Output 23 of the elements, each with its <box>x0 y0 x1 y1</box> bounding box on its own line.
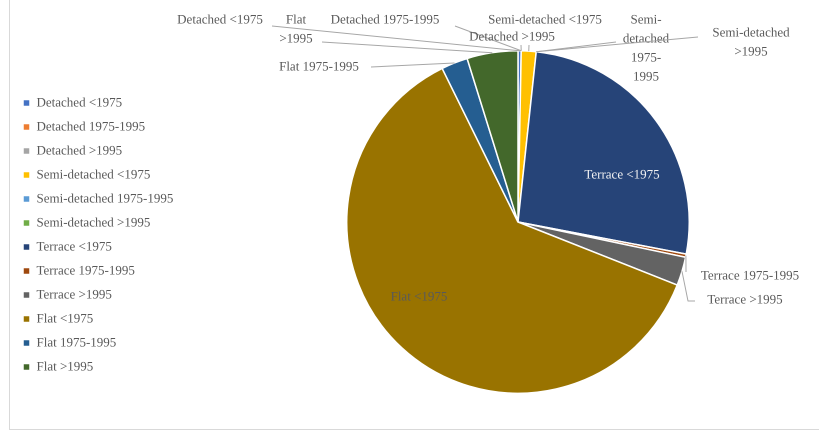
legend-label: Flat 1975-1995 <box>36 334 116 350</box>
slice-label: Flat 1975-1995 <box>279 58 359 74</box>
legend-label: Flat <1975 <box>36 310 94 326</box>
legend-label: Detached 1975-1995 <box>36 118 146 134</box>
slice-label: Detached <1975 <box>177 11 263 26</box>
legend-label: Terrace >1995 <box>36 286 112 302</box>
slice-label: Flat <1975 <box>390 288 448 304</box>
legend-label: Semi-detached <1975 <box>36 166 150 182</box>
legend-label: Terrace 1975-1995 <box>36 262 135 278</box>
slice-label: Terrace >1995 <box>707 291 783 306</box>
legend-label: Flat >1995 <box>36 358 94 374</box>
category-label: Detached >1995 <box>469 28 555 44</box>
slice-label: Terrace <1975 <box>584 166 660 182</box>
slice-label: Semi-detached <1975 <box>488 11 602 26</box>
legend-label: Semi-detached 1975-1995 <box>36 190 174 206</box>
legend-label: Detached >1995 <box>36 142 122 158</box>
category-label: Detached 1975-1995 <box>330 11 440 26</box>
legend-label: Terrace <1975 <box>36 238 112 254</box>
legend-label: Semi-detached >1995 <box>36 214 150 230</box>
category-label: Semi-detached >1995 <box>712 24 790 58</box>
legend-label: Detached <1975 <box>36 94 122 110</box>
slice-label: Flat >1995 <box>279 11 313 46</box>
slice-label: Terrace 1975-1995 <box>700 267 800 282</box>
